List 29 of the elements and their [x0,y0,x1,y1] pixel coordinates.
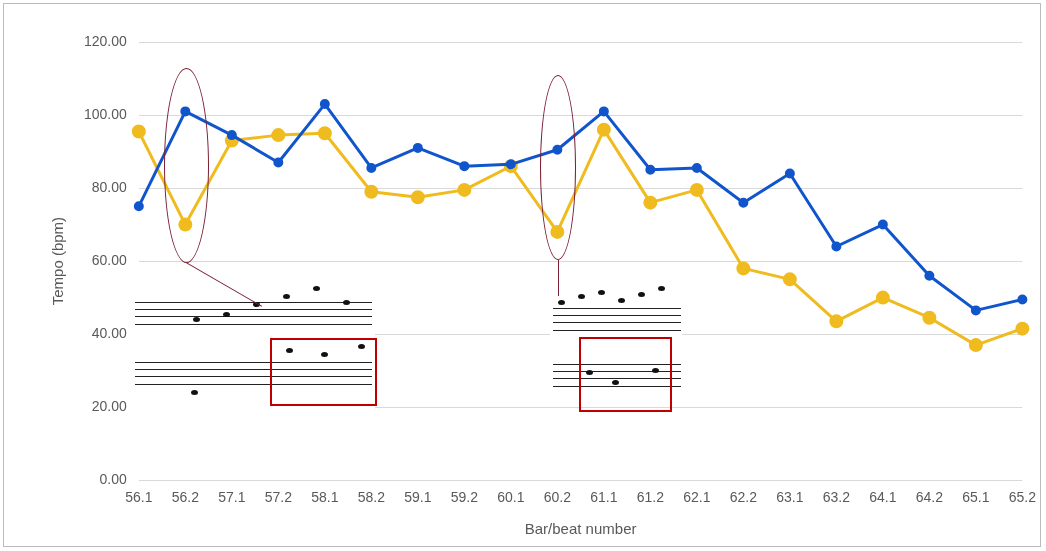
x-tick-label: 59.1 [404,489,432,506]
x-tick-label: 62.1 [683,489,711,506]
y-tick-label: 60.00 [91,251,128,268]
x-tick-label: 56.1 [125,489,153,506]
x-tick-label: 60.2 [543,489,572,506]
y-tick-label: 0.00 [99,471,128,488]
y-axis-title: Tempo (bpm) [49,216,67,306]
x-tick-label: 58.2 [357,489,386,506]
x-tick-label: 56.2 [171,489,200,506]
x-tick-label: 65.1 [962,489,990,506]
y-tick-label: 120.00 [83,32,128,49]
x-tick-label: 64.1 [869,489,897,506]
x-tick-label: 63.1 [776,489,804,506]
x-tick-label: 60.1 [497,489,525,506]
x-tick-label: 59.2 [450,489,479,506]
x-tick-label: 62.2 [729,489,758,506]
y-tick-label: 100.00 [83,105,128,122]
x-tick-label: 61.2 [636,489,665,506]
x-tick-label: 63.2 [822,489,851,506]
x-tick-label: 58.1 [311,489,339,506]
x-axis-title: Bar/beat number [524,520,637,538]
x-tick-label: 61.1 [590,489,618,506]
y-tick-label: 20.00 [91,398,128,415]
x-tick-label: 57.2 [264,489,293,506]
x-tick-label: 65.2 [1008,489,1037,506]
x-tick-label: 64.2 [915,489,944,506]
y-tick-label: 40.00 [91,324,128,341]
y-tick-label: 80.00 [91,178,128,195]
x-tick-label: 57.1 [218,489,246,506]
